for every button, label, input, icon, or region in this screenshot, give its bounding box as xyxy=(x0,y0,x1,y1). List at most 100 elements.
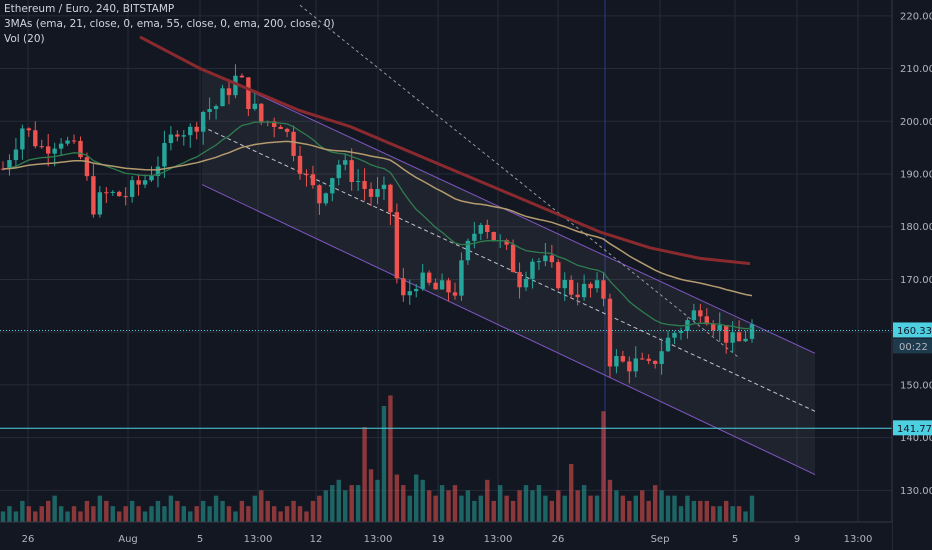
volume-bar xyxy=(549,500,555,524)
level-badge xyxy=(893,420,932,436)
volume-bar xyxy=(723,500,729,524)
volume-bar xyxy=(659,490,664,524)
countdown-badge xyxy=(893,338,932,354)
volume-bar xyxy=(207,506,212,524)
candle-body xyxy=(640,358,645,360)
volume-bar xyxy=(65,511,70,524)
candle-body xyxy=(575,294,580,298)
candle-body xyxy=(45,146,51,154)
volume-bar xyxy=(452,485,458,524)
candle-body xyxy=(401,278,406,296)
volume-bar xyxy=(711,506,716,524)
candle-body xyxy=(691,310,697,321)
volume-bar xyxy=(343,490,348,524)
candle-body xyxy=(239,75,245,78)
candle-body xyxy=(291,131,296,156)
time-tick-label: Aug xyxy=(118,534,138,545)
candle-body xyxy=(71,140,77,142)
time-tick-label: 5 xyxy=(732,534,738,545)
volume-bar xyxy=(633,495,638,524)
candle-body xyxy=(439,280,445,290)
volume-bar xyxy=(575,490,580,524)
candle-body xyxy=(594,280,600,289)
candle-body xyxy=(581,283,587,298)
volume-bar xyxy=(233,511,238,524)
volume-bar xyxy=(736,506,742,524)
volume-bar xyxy=(497,485,503,524)
volume-bar xyxy=(362,427,367,524)
candle-body xyxy=(536,261,542,263)
time-tick-label: 26 xyxy=(22,534,35,545)
candle-body xyxy=(362,181,367,189)
candle-body xyxy=(452,292,458,296)
volume-bar xyxy=(0,511,6,524)
volume-bar xyxy=(26,506,32,524)
candle-body xyxy=(698,310,703,317)
candle-body xyxy=(20,128,25,150)
price-axis-bg xyxy=(892,0,932,550)
volume-bar xyxy=(420,479,425,524)
current-price-label: 160.33 xyxy=(897,326,932,337)
candle-body xyxy=(588,283,593,289)
candle-body xyxy=(730,332,735,343)
candle-body xyxy=(485,224,490,232)
candle-body xyxy=(129,180,135,197)
volume-bar xyxy=(336,479,341,524)
candle-body xyxy=(84,157,90,177)
volume-bar xyxy=(407,495,412,524)
candle-body xyxy=(297,155,303,174)
candle-body xyxy=(426,272,432,283)
volume-bar xyxy=(317,495,322,524)
candle-body xyxy=(207,109,212,112)
ema55-line xyxy=(2,140,753,297)
candle-body xyxy=(117,191,122,197)
volume-bar xyxy=(433,495,438,524)
volume-bar xyxy=(78,511,83,524)
candle-body xyxy=(304,173,309,175)
price-tick-label: 170.00 xyxy=(900,275,932,286)
candle-body xyxy=(711,324,716,331)
candle-body xyxy=(614,356,619,367)
volume-bar xyxy=(97,495,103,524)
candle-body xyxy=(252,103,258,110)
candle-body xyxy=(517,272,522,288)
candle-body xyxy=(246,77,251,110)
volume-bar xyxy=(388,395,393,524)
volume-bar xyxy=(594,495,600,524)
volume-bar xyxy=(523,485,529,524)
volume-bar xyxy=(562,495,567,524)
candle-body xyxy=(78,140,83,158)
volume-bar xyxy=(414,474,419,524)
volume-bar xyxy=(278,511,283,524)
volume-bar xyxy=(330,485,335,524)
candle-body xyxy=(213,106,219,110)
volume-bar xyxy=(284,506,290,524)
volume-bar xyxy=(652,485,658,524)
candle-body xyxy=(601,280,606,299)
volume-bar xyxy=(698,500,703,524)
price-tick-label: 210.00 xyxy=(900,64,932,75)
price-axis[interactable]: 220.00 210.00 200.00 190.00 180.00 170.00 160.… xyxy=(891,0,932,550)
candle-body xyxy=(749,324,755,339)
volume-bar xyxy=(7,506,12,524)
candle-body xyxy=(97,192,103,215)
candle-body xyxy=(168,134,174,144)
volume-bar xyxy=(246,506,251,524)
channel-lower-line xyxy=(201,184,816,475)
regression-channel xyxy=(201,4,816,475)
candle-body xyxy=(549,255,555,263)
candle-body xyxy=(181,135,186,137)
time-tick-label: 12 xyxy=(310,534,323,545)
volume-bar xyxy=(200,500,206,524)
candle-body xyxy=(39,146,44,148)
volume-bar xyxy=(84,500,90,524)
volume-bar xyxy=(168,495,174,524)
time-axis[interactable]: 26 Aug 5 13:00 12 13:00 19 13:00 26 Sep 5 9 13:00 xyxy=(0,521,892,550)
candle-body xyxy=(149,176,154,181)
trend-line-dashed xyxy=(299,4,741,359)
candle-body xyxy=(562,280,567,289)
candle-body xyxy=(659,351,664,364)
volume-bar xyxy=(310,500,316,524)
time-tick-label: 9 xyxy=(794,534,800,545)
